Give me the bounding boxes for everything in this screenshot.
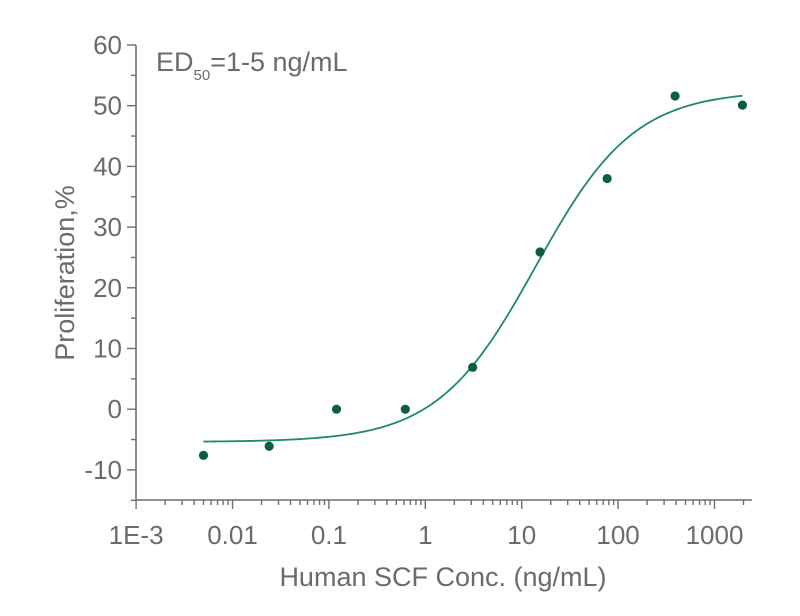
y-tick-label: 30 — [93, 212, 122, 242]
x-tick-label: 0.01 — [207, 520, 258, 550]
x-tick-label: 1000 — [686, 520, 744, 550]
x-tick-label: 1 — [418, 520, 432, 550]
data-point — [468, 362, 478, 372]
data-point — [737, 100, 748, 110]
fit-curve — [203, 94, 743, 443]
data-point — [535, 247, 545, 257]
ed50-annotation: ED50=1-5 ng/mL — [156, 47, 348, 84]
data-point — [670, 91, 680, 101]
y-ticks: -10 0 10 20 30 40 50 60 — [84, 30, 136, 501]
x-tick-label: 10 — [507, 520, 536, 550]
data-point — [264, 441, 274, 451]
x-tick-label: 0.1 — [311, 520, 347, 550]
data-point — [331, 404, 342, 414]
data-point — [198, 450, 209, 460]
x-axis-label: Human SCF Conc. (ng/mL) — [279, 562, 606, 592]
y-tick-label: 0 — [108, 394, 122, 424]
y-tick-label: -10 — [84, 455, 122, 485]
x-tick-label: 1E-3 — [109, 520, 164, 550]
x-tick-label: 100 — [596, 520, 639, 550]
axes — [135, 45, 752, 501]
y-tick-label: 20 — [93, 273, 122, 303]
ed50-subscript: 50 — [194, 67, 211, 84]
ed50-value: =1-5 ng/mL — [210, 47, 347, 77]
x-ticks: 1E-3 0.01 0.1 1 10 100 1000 — [109, 500, 745, 550]
data-point — [400, 404, 410, 414]
ed50-prefix: ED — [156, 47, 194, 77]
y-tick-label: 40 — [93, 151, 122, 181]
y-tick-label: 60 — [93, 30, 122, 60]
data-point — [602, 173, 612, 184]
y-tick-label: 50 — [93, 91, 122, 121]
y-tick-label: 10 — [93, 334, 122, 364]
data-points — [198, 91, 748, 460]
y-axis-label: Proliferation,% — [50, 185, 80, 361]
